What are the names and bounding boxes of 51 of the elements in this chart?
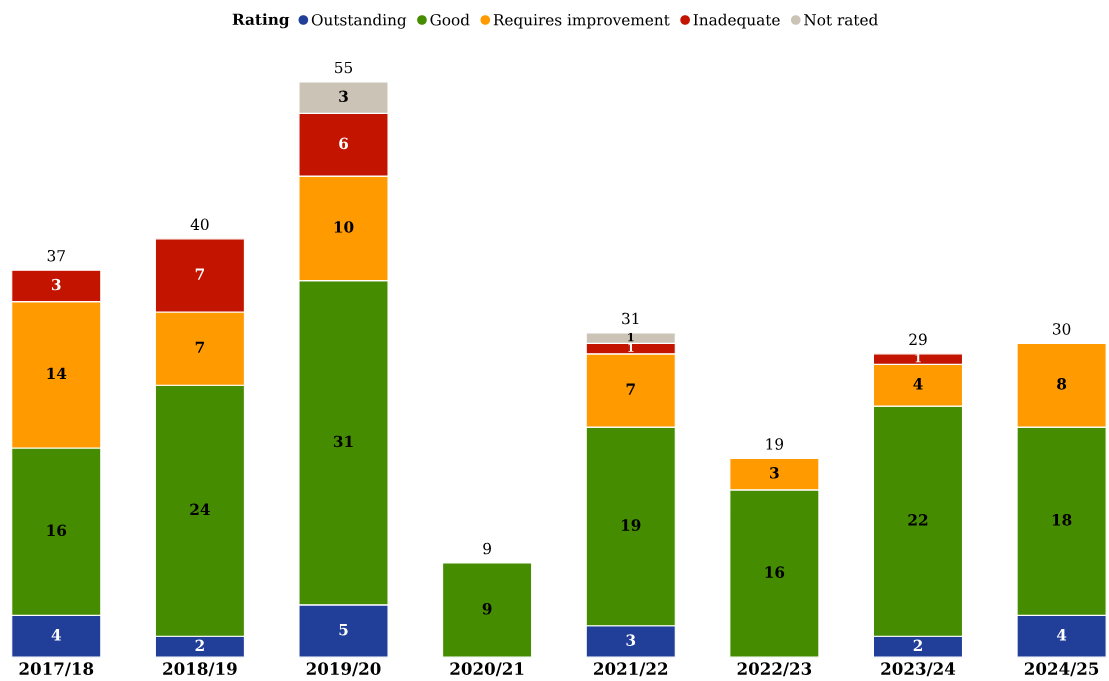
data-label: 2 xyxy=(195,639,204,651)
data-label: 19 xyxy=(621,519,641,531)
x-tick-label: 2019/20 xyxy=(306,662,381,677)
data-label: 2 xyxy=(913,639,922,651)
data-label: 6 xyxy=(339,137,348,150)
data-label: 31 xyxy=(333,435,353,448)
data-label: 1 xyxy=(628,333,634,342)
total-label: 40 xyxy=(190,218,209,231)
total-label: 55 xyxy=(335,61,353,74)
bar xyxy=(442,562,533,658)
x-tick-label: 2018/19 xyxy=(163,662,237,677)
data-label: 24 xyxy=(190,503,210,515)
legend-title: Rating xyxy=(232,13,290,29)
data-label: 16 xyxy=(765,566,785,578)
x-tick-label: 2024/25 xyxy=(1024,662,1099,677)
data-label: 10 xyxy=(334,221,354,233)
data-label: 14 xyxy=(47,367,67,379)
total-label: 31 xyxy=(622,312,639,325)
data-label: 8 xyxy=(1057,378,1067,390)
data-label: 18 xyxy=(1052,514,1072,526)
data-label: 5 xyxy=(339,624,348,636)
x-tick-label: 2022/23 xyxy=(737,662,812,677)
data-label: 4 xyxy=(51,629,61,641)
data-label: 16 xyxy=(47,524,67,537)
data-label: 1 xyxy=(628,343,634,352)
data-label: 3 xyxy=(52,278,61,291)
legend-label: Not rated xyxy=(804,13,878,26)
data-label: 7 xyxy=(195,341,204,353)
data-label: 4 xyxy=(913,378,923,390)
data-label: 9 xyxy=(482,602,492,615)
x-tick-label: 2020/21 xyxy=(450,662,524,677)
total-label: 30 xyxy=(1053,323,1071,335)
legend-label: Requires improvement xyxy=(493,14,670,29)
legend-label: Outstanding xyxy=(311,13,407,29)
x-tick-label: 2021/22 xyxy=(594,662,668,677)
data-label: 22 xyxy=(908,514,928,526)
total-label: 19 xyxy=(766,438,784,450)
legend-label: Good xyxy=(430,13,470,26)
data-label: 4 xyxy=(1056,629,1067,641)
data-label: 1 xyxy=(915,353,921,363)
x-tick-label: 2023/24 xyxy=(881,662,956,677)
total-label: 9 xyxy=(483,542,491,555)
data-label: 3 xyxy=(770,467,779,479)
data-label: 7 xyxy=(195,268,204,280)
data-label: 7 xyxy=(626,383,635,395)
total-label: 37 xyxy=(47,249,65,262)
data-label: 3 xyxy=(626,634,636,646)
legend-label: Inadequate xyxy=(693,13,780,29)
total-label: 29 xyxy=(909,333,927,346)
data-label: 3 xyxy=(339,90,348,103)
x-tick-label: 2017/18 xyxy=(19,662,94,677)
